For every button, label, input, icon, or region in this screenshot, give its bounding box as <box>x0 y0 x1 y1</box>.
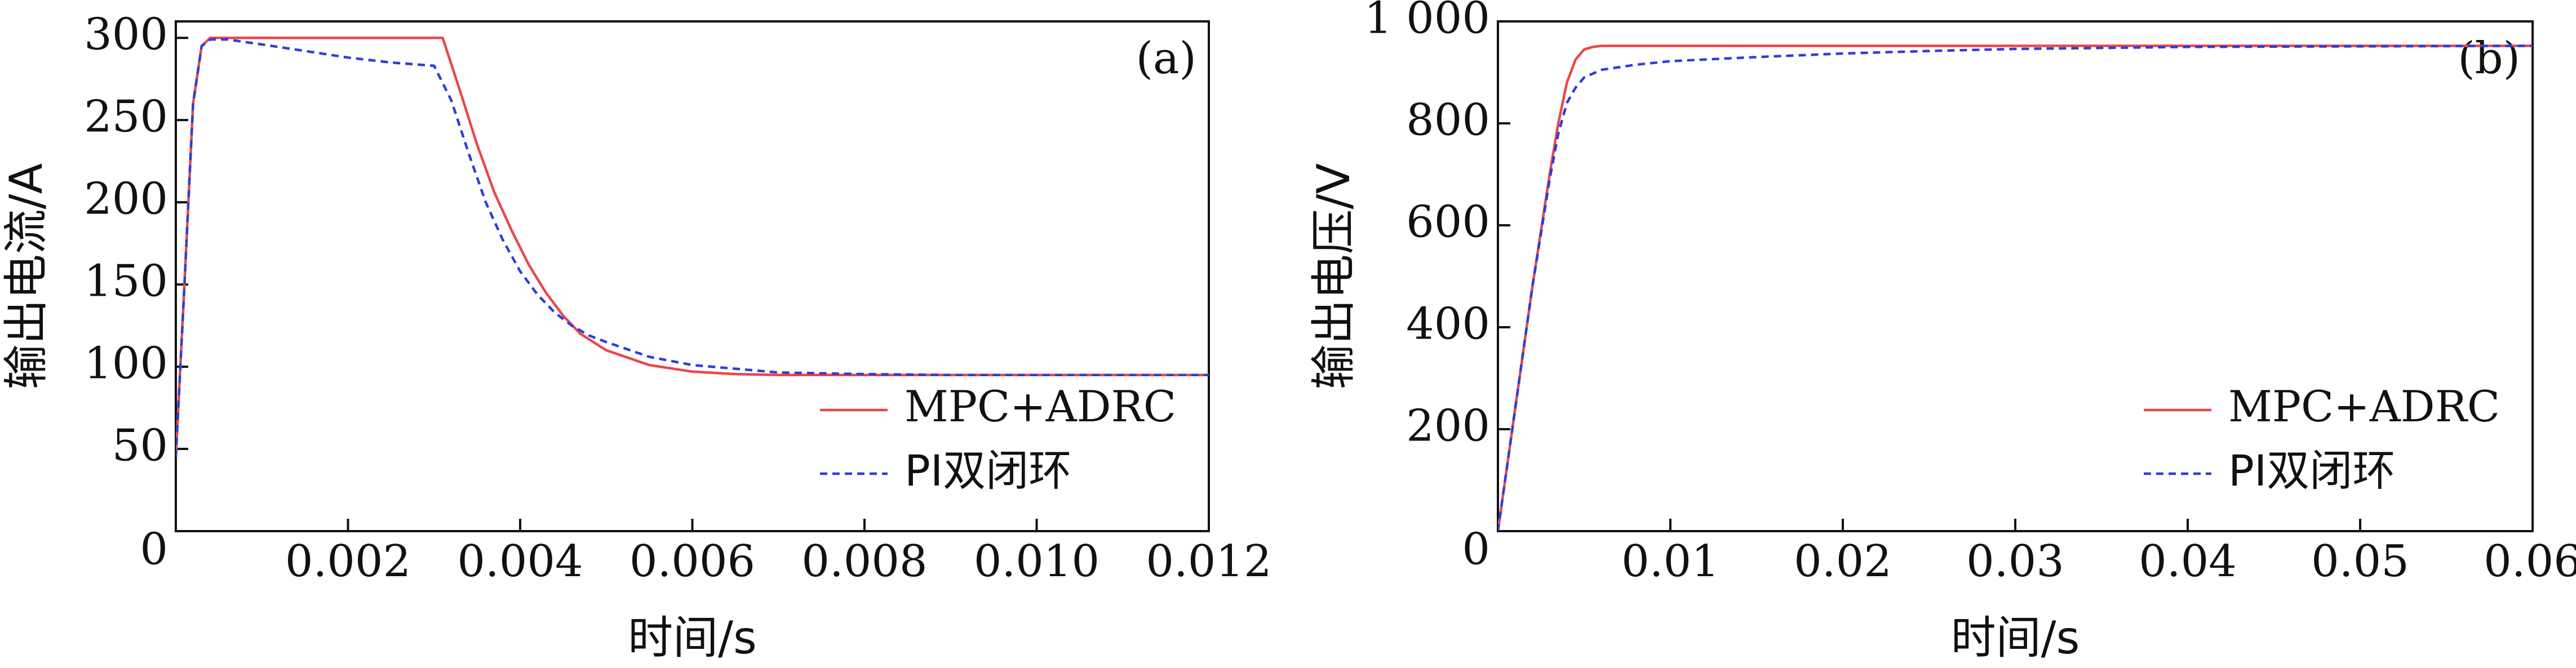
chart-panel-1: 0 0.01 0.02 0.03 0.04 0.05 0.06 200 400 600 800 1 0… <box>1307 0 2576 664</box>
legend-label: MPC+ADRC <box>2228 381 2500 431</box>
panel-label: (a) <box>1136 33 1196 84</box>
x-tick-label: 0.012 <box>1146 536 1271 587</box>
y-tick-label: 800 <box>1406 95 1490 146</box>
x-tick-label: 0.02 <box>1794 536 1892 587</box>
y-tick-label: 200 <box>84 174 168 225</box>
y-tick-label: 1 000 <box>1364 0 1490 44</box>
y-tick-label: 150 <box>84 256 168 307</box>
legend-label: MPC+ADRC <box>905 381 1176 431</box>
y-tick-label: 250 <box>84 92 168 142</box>
y-axis-label: 输出电流/A <box>0 163 52 389</box>
x-tick-label: 0.006 <box>629 536 755 587</box>
x-tick-label: 0.05 <box>2311 536 2409 587</box>
y-tick-label: 600 <box>1406 197 1490 248</box>
y-tick-label: 400 <box>1406 299 1490 350</box>
x-tick-label: 0.004 <box>457 536 583 587</box>
legend-label: PI双闭环 <box>2228 446 2395 496</box>
x-tick-label: 0.008 <box>801 536 927 587</box>
x-axis-label: 时间/s <box>628 612 757 664</box>
panel-label: (b) <box>2458 33 2520 84</box>
series-line-1 <box>176 38 1209 457</box>
chart-panel-0: 0 0.002 0.004 0.006 0.008 0.010 0.012 50 100 150 2… <box>0 10 1272 664</box>
axis-origin-label: 0 <box>140 524 168 575</box>
x-tick-label: 0.002 <box>285 536 411 587</box>
x-tick-label: 0.03 <box>1966 536 2064 587</box>
x-axis-label: 时间/s <box>1951 612 2080 664</box>
legend-label: PI双闭环 <box>905 446 1071 496</box>
x-tick-label: 0.01 <box>1621 536 1719 587</box>
x-tick-label: 0.010 <box>974 536 1099 587</box>
y-axis-label: 输出电压/V <box>1307 163 1360 389</box>
series-line-1 <box>1498 44 2533 531</box>
y-tick-label: 200 <box>1406 401 1490 452</box>
axis-origin-label: 0 <box>1462 524 1490 575</box>
series-line-0 <box>176 36 1209 457</box>
x-tick-label: 0.06 <box>2484 536 2576 587</box>
y-tick-label: 50 <box>112 421 168 471</box>
y-tick-label: 100 <box>84 339 168 389</box>
x-tick-label: 0.04 <box>2139 536 2237 587</box>
y-tick-label: 300 <box>84 10 168 60</box>
